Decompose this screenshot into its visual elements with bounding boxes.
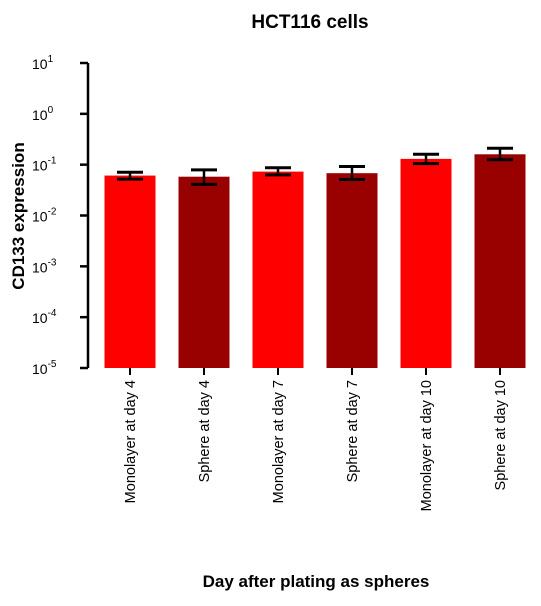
bar-1 bbox=[179, 177, 230, 368]
chart-title: HCT116 cells bbox=[251, 12, 368, 33]
bar-0 bbox=[105, 176, 156, 368]
bar-4 bbox=[401, 159, 452, 368]
y-tick-label-2: 10-1 bbox=[32, 156, 57, 174]
y-tick-label-0: 101 bbox=[32, 54, 54, 72]
x-axis-label: Day after plating as spheres bbox=[203, 572, 430, 591]
x-tick-label-2: Monolayer at day 7 bbox=[271, 380, 287, 503]
bar-5 bbox=[475, 154, 526, 368]
y-tick-label-5: 10-4 bbox=[32, 308, 57, 326]
x-tick-label-0: Monolayer at day 4 bbox=[123, 380, 139, 503]
bar-3 bbox=[327, 173, 378, 368]
y-tick-label-4: 10-3 bbox=[32, 257, 57, 275]
x-tick-label-3: Sphere at day 7 bbox=[345, 380, 361, 482]
y-tick-label-3: 10-2 bbox=[32, 207, 57, 225]
y-tick-label-1: 100 bbox=[32, 105, 54, 123]
y-tick-label-6: 10-5 bbox=[32, 359, 57, 377]
x-tick-label-5: Sphere at day 10 bbox=[493, 380, 509, 490]
bar-2 bbox=[253, 172, 304, 368]
x-tick-label-4: Monolayer at day 10 bbox=[419, 380, 435, 511]
x-tick-label-1: Sphere at day 4 bbox=[197, 380, 213, 482]
y-axis-label: CD133 expression bbox=[9, 142, 28, 289]
plot-area: 101 100 10-1 10-2 10-3 10-4 10-5 Monolayer at d… bbox=[32, 54, 526, 511]
